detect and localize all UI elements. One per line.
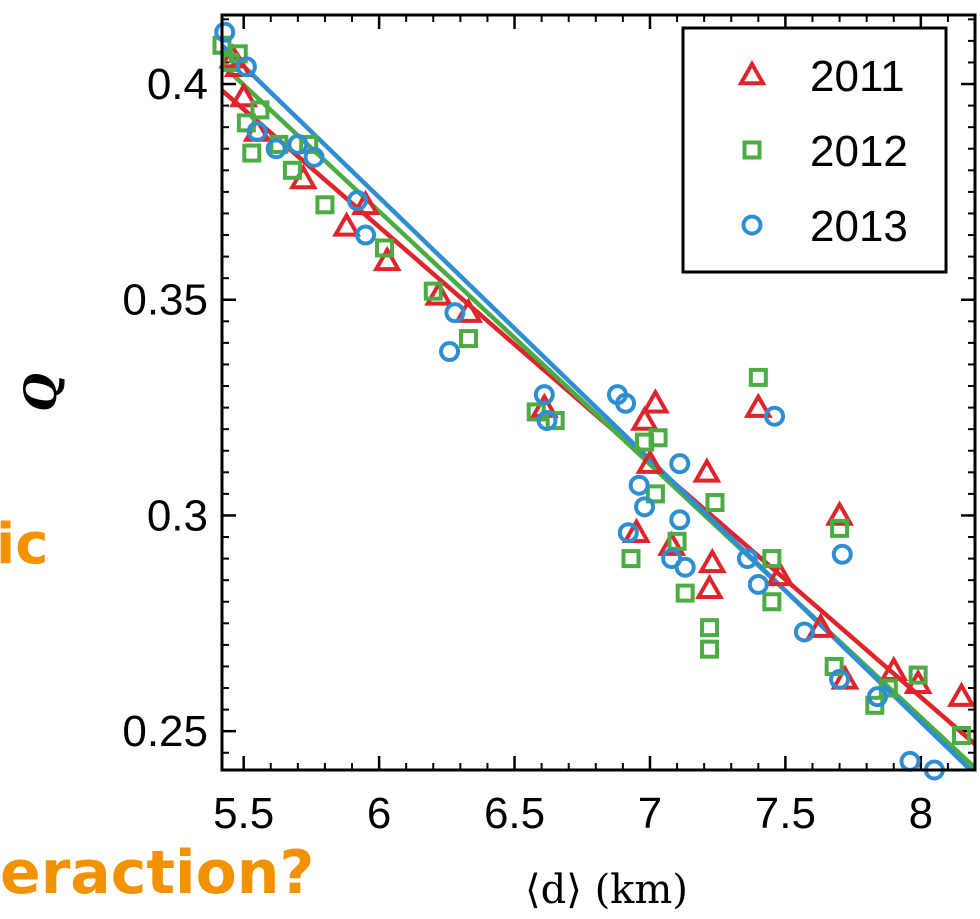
data-point-2011 (424, 280, 454, 306)
data-point-2011 (332, 211, 362, 237)
data-point-2013 (747, 573, 769, 595)
data-point-2012 (648, 428, 668, 448)
data-point-2011 (223, 51, 253, 78)
legend-marker-2012 (742, 140, 762, 160)
data-point-2013 (669, 509, 691, 531)
data-point-2011 (621, 517, 651, 543)
data-point-2012 (700, 639, 720, 659)
data-point-2012 (762, 592, 782, 612)
data-point-2013 (536, 410, 558, 432)
data-point-2011 (765, 560, 795, 587)
background-text-fragment-ic: ic (0, 512, 49, 577)
data-point-2012 (762, 549, 782, 569)
data-point-2013 (265, 138, 287, 160)
legend-label-2011: 2011 (810, 52, 905, 101)
data-point-2013 (764, 405, 786, 427)
y-tick-label: 0.3 (147, 491, 208, 540)
data-point-2012 (830, 518, 850, 538)
data-point-2013 (899, 750, 921, 772)
data-point-2012 (951, 725, 971, 745)
data-point-2013 (674, 556, 696, 578)
data-point-2012 (621, 549, 641, 569)
data-point-2013 (829, 668, 851, 690)
data-point-2011 (640, 388, 670, 414)
data-point-2013 (615, 392, 637, 414)
data-point-2013 (736, 548, 758, 570)
x-tick-label: 8 (909, 789, 933, 838)
y-axis-label: Q (16, 373, 67, 411)
background-text-fragment-eraction: eraction? (0, 838, 315, 908)
data-point-2012 (250, 100, 270, 120)
x-tick-label: 7.5 (755, 789, 816, 838)
data-point-2013 (444, 302, 466, 324)
data-point-2013 (246, 120, 268, 142)
x-tick-label: 6 (367, 789, 391, 838)
data-point-2011 (692, 457, 722, 483)
data-point-2013 (866, 686, 888, 708)
data-point-2012 (315, 195, 335, 215)
data-point-2013 (831, 543, 853, 565)
data-point-2013 (617, 522, 639, 544)
data-point-2013 (235, 56, 257, 78)
y-tick-label: 0.25 (122, 707, 208, 756)
data-point-2012 (748, 367, 768, 387)
data-point-2013 (533, 384, 555, 406)
data-point-2013 (793, 621, 815, 643)
data-point-2011 (743, 392, 773, 418)
data-point-2012 (282, 160, 302, 180)
legend-marker-2011 (737, 59, 767, 86)
x-tick-label: 6.5 (484, 789, 545, 838)
data-point-2012 (375, 238, 395, 258)
data-point-2013 (634, 496, 656, 518)
data-point-2011 (657, 530, 687, 556)
data-point-2012 (705, 493, 725, 513)
data-point-2012 (545, 411, 565, 431)
data-point-2012 (242, 143, 262, 163)
data-point-2013 (287, 133, 309, 155)
data-point-2012 (423, 281, 443, 301)
data-point-2013 (439, 341, 461, 363)
legend-marker-2013 (741, 214, 763, 236)
legend-box (681, 26, 948, 274)
x-tick-label: 7 (638, 789, 662, 838)
data-point-2011 (372, 245, 402, 272)
data-point-2011 (695, 573, 725, 600)
data-point-2012 (700, 618, 720, 638)
legend: 2011 2012 2013 (681, 26, 948, 274)
data-point-2011 (630, 405, 659, 431)
data-point-2013 (355, 224, 377, 246)
x-axis-label: ⟨d⟩ (km) (525, 867, 688, 913)
x-tick-label: 5.5 (213, 789, 274, 838)
data-point-2012 (645, 484, 665, 504)
legend-label-2013: 2013 (810, 202, 908, 251)
data-point-2013 (346, 190, 368, 212)
data-point-2012 (908, 665, 928, 685)
data-point-2011 (635, 448, 665, 474)
data-point-2011 (229, 81, 259, 108)
y-tick-label: 0.4 (147, 60, 208, 109)
plot-area-frame (220, 13, 977, 772)
y-tick-label: 0.35 (122, 276, 208, 325)
data-point-2011 (806, 612, 836, 638)
data-point-2012 (675, 583, 695, 603)
legend-label-2012: 2012 (810, 127, 908, 176)
data-point-2011 (947, 681, 976, 707)
data-point-2012 (667, 531, 687, 551)
data-point-2011 (351, 189, 381, 216)
data-point-2012 (458, 329, 478, 349)
data-point-2013 (628, 474, 650, 496)
data-point-2011 (697, 547, 727, 574)
data-point-2013 (669, 453, 691, 475)
data-point-2012 (269, 134, 289, 154)
data-point-2011 (825, 500, 855, 526)
fit-line-2013 (222, 43, 974, 770)
data-point-2013 (214, 21, 236, 43)
data-point-2013 (303, 146, 325, 168)
